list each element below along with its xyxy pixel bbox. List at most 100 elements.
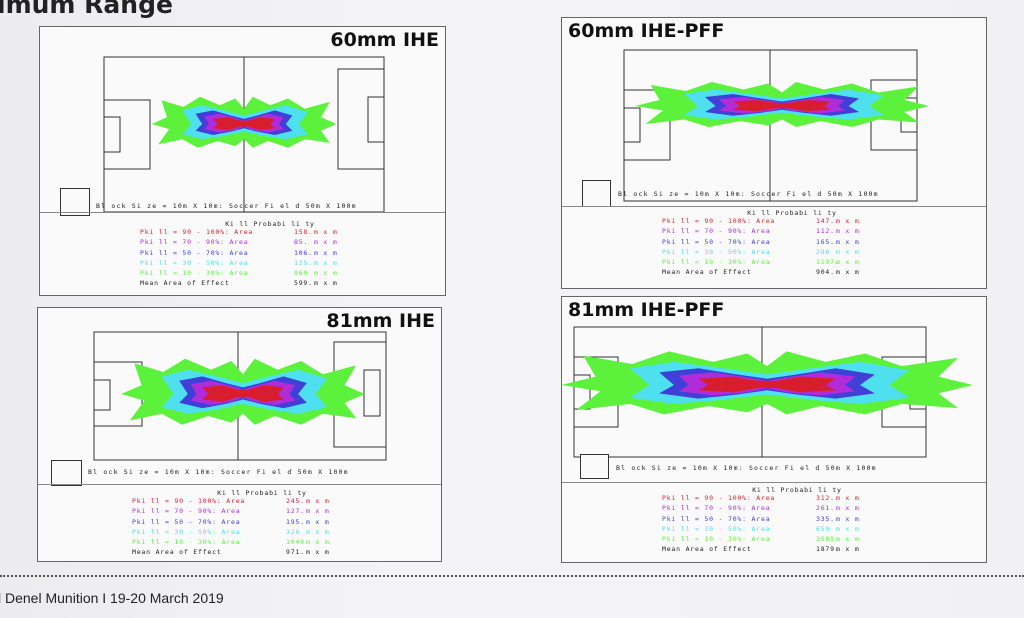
panel-divider (562, 206, 986, 207)
block-size-label: Bl ock Si ze = 10m X 10m: Soccer Fi el d… (88, 468, 349, 476)
legend-unit: m x m (836, 545, 860, 554)
kill-zone-81mm-ihe (121, 358, 365, 425)
legend-value: 106. (294, 248, 313, 257)
legend-row: Pki ll = 50 - 70%: Area 106. m x m (140, 249, 400, 259)
panel-81mm-ihe-pff: 81mm IHE-PFF Bl ock Si ze = 10m X 10m: S… (561, 296, 987, 563)
legend-label: Pki ll = 70 - 90%: Area (662, 504, 771, 513)
legend-title: Ki ll Probabi li ty (747, 209, 837, 217)
legend-unit: m x m (836, 217, 860, 225)
legend-value: 112. (816, 227, 835, 236)
legend-value: 245. (286, 497, 305, 505)
legend-row: Pki ll = 70 - 90%: Area 85. m x m (140, 238, 400, 248)
legend-row: Mean Area of Effect 971. m x m (132, 548, 392, 558)
legend-value: 1879. (816, 545, 840, 554)
legend-value: 2585 (816, 535, 835, 544)
block-size-square (580, 454, 609, 479)
block-size-label: Bl ock Si ze = 10m X 10m: Soccer Fi el d… (616, 464, 877, 472)
legend-title: Ki ll Probabi li ty (217, 489, 307, 497)
soccer-field-plot (623, 49, 929, 202)
legend-label: Pki ll = 70 - 90%: Area (132, 507, 241, 516)
legend-row: Pki ll = 70 - 90%: Area 112. m x m (662, 227, 922, 237)
block-size-square (60, 188, 90, 216)
legend-row: Pki ll = 10 - 30%: Area 1197. m x m (662, 258, 922, 268)
legend-row: Pki ll = 30 - 50%: Area 659 m x m (662, 525, 932, 535)
kill-probability-legend: Ki ll Probabi li ty Pki ll = 90 - 100%: A… (140, 220, 400, 290)
legend-unit: m x m (836, 227, 860, 236)
legend-unit: m x m (306, 527, 330, 536)
legend-label: Pki ll = 50 - 70%: Area (662, 237, 771, 246)
legend-label: Pki ll = 30 - 50%: Area (140, 258, 249, 267)
legend-row: Pki ll = 70 - 90%: Area 261. m x m (662, 504, 932, 514)
soccer-field-plot (103, 56, 385, 213)
legend-unit: m x m (306, 548, 330, 557)
legend-row: Pki ll = 10 - 30%: Area 2585 m x m (662, 535, 932, 545)
legend-label: Mean Area of Effect (132, 548, 222, 557)
legend-value: 1197. (816, 258, 840, 267)
legend-label: Pki ll = 10 - 30%: Area (140, 269, 249, 278)
legend-label: Pki ll = 30 - 50%: Area (662, 524, 771, 533)
kill-zone-81mm-ihe-pff (561, 351, 973, 415)
legend-row: Pki ll = 50 - 70%: Area 335. m x m (662, 515, 932, 525)
legend-label: Pki ll = 90 - 100%: Area (662, 494, 776, 502)
block-size-label: Bl ock Si ze = 10m X 10m: Soccer Fi el d… (96, 202, 357, 210)
kill-probability-legend: Ki ll Probabi li ty Pki ll = 90 - 100%: A… (132, 489, 392, 559)
panel-title: 60mm IHE-PFF (568, 20, 725, 42)
legend-unit: m x m (836, 535, 860, 544)
legend-unit: m x m (306, 507, 330, 516)
legend-label: Pki ll = 30 - 50%: Area (132, 527, 241, 536)
legend-value: 312. (816, 494, 835, 502)
legend-value: 1049 (286, 538, 305, 547)
legend-label: Pki ll = 70 - 90%: Area (662, 227, 771, 236)
legend-unit: m x m (836, 258, 860, 267)
legend-value: 326 (286, 527, 301, 536)
legend-value: 286 (816, 247, 831, 256)
legend-unit: m x m (314, 279, 338, 288)
legend-unit: m x m (836, 237, 860, 246)
legend-label: Pki ll = 50 - 70%: Area (140, 248, 249, 257)
panel-60mm-ihe: 60mm IHE Bl ock Si ze = 10m X 10m: Socce… (39, 26, 446, 296)
legend-unit: m x m (306, 517, 330, 526)
legend-unit: m x m (314, 269, 338, 278)
legend-unit: m x m (306, 538, 330, 547)
legend-value: 127. (286, 507, 305, 516)
legend-value: 158. (294, 228, 313, 236)
legend-value: 860 (294, 269, 309, 278)
legend-unit: m x m (836, 247, 860, 256)
legend-value: 165. (816, 237, 835, 246)
footer-divider (0, 575, 1024, 577)
legend-label: Pki ll = 50 - 70%: Area (662, 514, 771, 523)
legend-row: Pki ll = 50 - 70%: Area 195. m x m (132, 518, 392, 528)
legend-label: Pki ll = 90 - 100%: Area (662, 217, 776, 225)
legend-unit: m x m (836, 514, 860, 523)
legend-row: Pki ll = 30 - 50%: Area 286 m x m (662, 248, 922, 258)
legend-label: Pki ll = 90 - 100%: Area (140, 228, 254, 236)
soccer-field-plot (93, 331, 387, 461)
legend-row: Pki ll = 90 - 100%: Area 147. m x m (662, 217, 922, 227)
panel-divider (40, 212, 445, 213)
panel-title: 60mm IHE (330, 29, 439, 51)
legend-unit: m x m (314, 258, 338, 267)
legend-value: 261. (816, 504, 835, 513)
legend-unit: m x m (306, 497, 330, 505)
footer-text: l Denel Munition I 19-20 March 2019 (0, 590, 224, 606)
legend-unit: m x m (836, 504, 860, 513)
legend-value: 147. (816, 217, 835, 225)
legend-row: Pki ll = 90 - 100%: Area 312. m x m (662, 494, 932, 504)
kill-probability-legend: Ki ll Probabi li ty Pki ll = 90 - 100%: A… (662, 209, 922, 279)
legend-value: 195. (286, 517, 305, 526)
legend-row: Pki ll = 30 - 50%: Area 326 m x m (132, 528, 392, 538)
block-size-square (51, 460, 82, 486)
legend-row: Pki ll = 90 - 100%: Area 245. m x m (132, 497, 392, 507)
legend-value: 135. (294, 258, 313, 267)
legend-row: Pki ll = 90 - 100%: Area 158. m x m (140, 228, 400, 238)
legend-label: Mean Area of Effect (662, 545, 752, 554)
block-size-label: Bl ock Si ze = 10m X 10m: Soccer Fi el d… (618, 190, 879, 198)
legend-label: Pki ll = 10 - 30%: Area (132, 538, 241, 547)
legend-unit: m x m (314, 238, 338, 247)
legend-row: Pki ll = 10 - 30%: Area 860 m x m (140, 269, 400, 279)
soccer-field-plot (561, 326, 973, 458)
kill-zone-60mm-ihe-pff (635, 82, 929, 127)
legend-value: 85. (294, 238, 309, 247)
legend-value: 971. (286, 548, 305, 557)
legend-label: Pki ll = 90 - 100%: Area (132, 497, 246, 505)
